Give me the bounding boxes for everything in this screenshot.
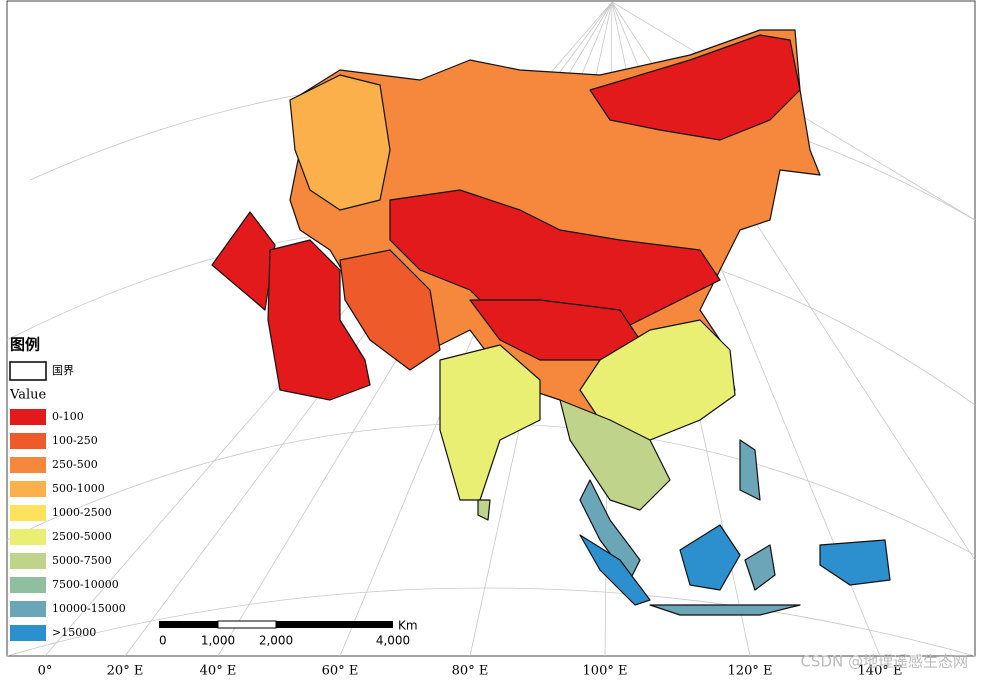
legend-label: 250-500 — [52, 458, 98, 471]
legend-swatch — [10, 457, 46, 473]
longitude-label: 0° — [38, 664, 53, 679]
legend-label: 7500-10000 — [52, 578, 119, 591]
longitude-label: 80° E — [452, 664, 489, 679]
scale-segment — [159, 621, 218, 628]
scale-segment — [217, 620, 277, 629]
scale-segment — [276, 621, 393, 628]
legend-label: 500-1000 — [52, 482, 105, 495]
longitude-label: 40° E — [200, 664, 237, 679]
legend-swatch — [10, 481, 46, 497]
legend-swatch — [10, 577, 46, 593]
legend-label: 2500-5000 — [52, 530, 112, 543]
legend-swatch — [10, 529, 46, 545]
legend-classes: 0-100 100-250 250-500 500-1000 1000-2500 2500… — [10, 409, 126, 641]
scale-label: 0 — [159, 634, 167, 648]
legend-label: 10000-15000 — [52, 602, 126, 615]
scale-bar — [159, 620, 393, 629]
legend-label: 5000-7500 — [52, 554, 112, 567]
value-title: Value — [9, 388, 46, 403]
scale-label: 1,000 — [201, 634, 235, 648]
longitude-labels: 0° 20° E 40° E 60° E 80° E 100° E 120° E 140° E — [38, 664, 903, 679]
legend-label: 1000-2500 — [52, 506, 112, 519]
legend-swatch — [10, 409, 46, 425]
scale-label: 2,000 — [259, 634, 293, 648]
scale-unit: Km — [398, 619, 418, 633]
longitude-label: 100° E — [583, 664, 628, 679]
legend-swatch — [10, 625, 46, 641]
legend-label: >15000 — [52, 626, 96, 639]
legend-swatch — [10, 433, 46, 449]
legend-swatch — [10, 505, 46, 521]
watermark: CSDN @地理遥感生态网 — [800, 653, 968, 671]
boundary-swatch — [9, 361, 47, 381]
longitude-label: 20° E — [107, 664, 144, 679]
legend-swatch — [10, 553, 46, 569]
legend-label: 0-100 — [52, 410, 84, 423]
legend-swatch — [10, 601, 46, 617]
boundary-label: 国界 — [52, 364, 74, 377]
scale-label: 4,000 — [376, 634, 410, 648]
land — [211, 29, 891, 616]
legend-title: 图例 — [10, 336, 40, 354]
legend-label: 100-250 — [52, 434, 98, 447]
longitude-label: 120° E — [728, 664, 773, 679]
longitude-label: 140° E — [858, 664, 903, 679]
longitude-label: 60° E — [322, 664, 359, 679]
scale-labels: 0 1,000 2,000 4,000 — [159, 634, 410, 648]
